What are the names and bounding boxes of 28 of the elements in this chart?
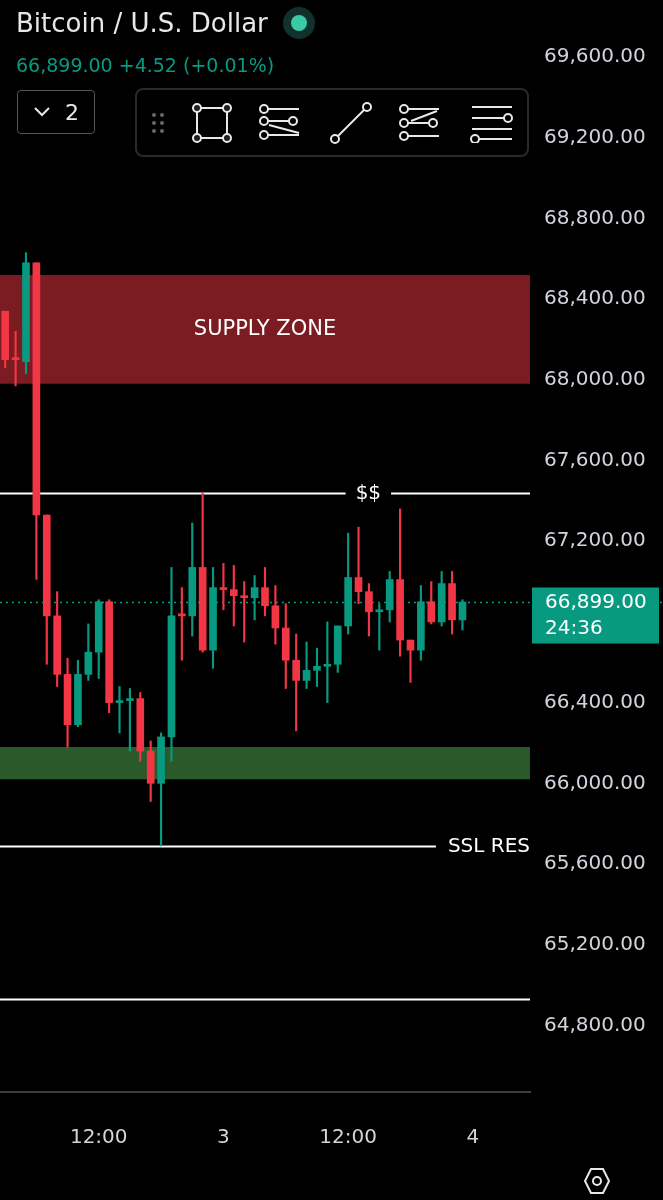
y-tick-label: 64,800.00 xyxy=(544,1011,646,1036)
candlestick xyxy=(115,686,124,734)
chart-subtitle: 66,899.00 +4.52 (+0.01%) xyxy=(16,54,275,76)
ref-line-label: $$ xyxy=(355,479,382,504)
y-tick-label: 68,800.00 xyxy=(544,204,646,229)
ref-line-label: SSL RES xyxy=(447,832,530,857)
x-tick-label: 4 xyxy=(466,1124,480,1149)
annotation: 2 xyxy=(65,99,79,125)
y-tick-label: 68,000.00 xyxy=(544,366,646,391)
y-tick-label: 66,400.00 xyxy=(544,688,646,713)
candlestick xyxy=(219,563,228,611)
y-tick-label: 67,600.00 xyxy=(544,446,646,471)
x-tick-label: 12:00 xyxy=(319,1124,377,1149)
y-tick-label: 69,600.00 xyxy=(544,43,646,68)
y-tick-label: 68,400.00 xyxy=(544,285,646,310)
y-tick-label: 65,600.00 xyxy=(544,850,646,875)
annotation: 24:36 xyxy=(545,614,603,639)
x-tick-label: 3 xyxy=(217,1124,230,1149)
y-tick-label: 69,200.00 xyxy=(544,123,646,148)
candlestick xyxy=(354,526,363,605)
y-tick-label: 65,200.00 xyxy=(544,930,646,955)
band-label: SUPPLY ZONE xyxy=(193,315,337,340)
chart-title: Bitcoin / U.S. Dollar xyxy=(16,8,268,38)
y-tick-label: 66,000.00 xyxy=(544,769,646,794)
candlestick xyxy=(302,641,311,689)
ref-line-label: 66,899.00 xyxy=(545,588,647,613)
x-tick-label: 12:00 xyxy=(69,1124,128,1149)
y-tick-label: 67,200.00 xyxy=(544,527,646,552)
